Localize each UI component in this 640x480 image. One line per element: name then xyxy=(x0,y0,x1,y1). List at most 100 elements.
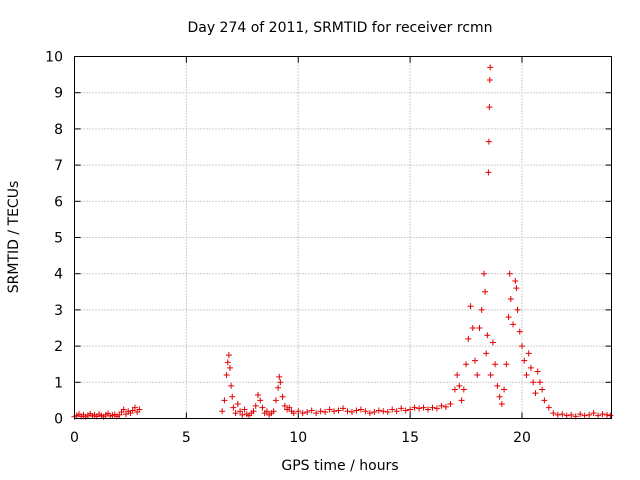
data-point xyxy=(465,335,472,342)
data-point xyxy=(299,410,306,417)
data-point xyxy=(402,407,409,414)
data-point xyxy=(507,296,514,303)
data-point xyxy=(496,393,503,400)
data-point xyxy=(460,386,467,393)
data-point xyxy=(252,402,259,409)
data-point xyxy=(485,169,492,176)
data-point xyxy=(519,343,525,350)
data-point xyxy=(485,138,492,145)
data-point xyxy=(286,404,293,411)
y-tick-label: 3 xyxy=(54,303,63,319)
data-point xyxy=(380,408,387,415)
data-point xyxy=(607,412,614,419)
data-point xyxy=(136,406,143,413)
y-tick-label: 2 xyxy=(54,339,63,355)
data-point xyxy=(230,404,237,411)
data-point xyxy=(599,411,606,418)
data-point xyxy=(506,270,513,277)
data-point xyxy=(357,406,364,413)
data-point xyxy=(326,406,333,413)
data-point xyxy=(581,412,588,419)
data-point xyxy=(595,412,602,419)
data-point xyxy=(241,406,248,413)
data-point xyxy=(331,408,338,415)
data-point xyxy=(550,410,557,417)
data-point xyxy=(442,403,449,410)
data-points xyxy=(71,64,614,420)
y-tick-labels: 0 1 2 3 4 5 6 7 8 9 10 xyxy=(45,50,63,428)
data-point xyxy=(304,408,311,415)
data-point xyxy=(290,410,297,417)
data-point xyxy=(530,379,537,386)
data-point xyxy=(239,411,246,418)
data-point xyxy=(366,410,373,417)
data-point xyxy=(534,368,541,375)
data-point xyxy=(393,408,400,415)
data-point xyxy=(254,391,261,398)
data-point xyxy=(340,405,346,412)
data-point xyxy=(362,408,369,415)
y-tick-label: 9 xyxy=(54,86,63,102)
data-point xyxy=(512,277,519,284)
data-point xyxy=(317,408,324,415)
data-point xyxy=(277,379,284,386)
data-point xyxy=(501,386,508,393)
data-point xyxy=(532,390,539,397)
data-point xyxy=(503,361,510,368)
data-point xyxy=(308,407,315,414)
data-point xyxy=(604,411,611,418)
x-tick-label: 20 xyxy=(513,430,531,446)
data-point xyxy=(237,408,244,415)
data-point xyxy=(279,393,286,400)
y-tick-label: 7 xyxy=(54,158,63,174)
data-point xyxy=(433,405,440,412)
data-point xyxy=(389,406,396,413)
data-point xyxy=(476,325,483,331)
data-point xyxy=(221,397,228,404)
y-tick-label: 6 xyxy=(54,194,63,210)
data-point xyxy=(527,364,534,371)
data-point xyxy=(335,407,342,414)
data-point xyxy=(536,379,543,386)
data-point xyxy=(472,357,479,364)
data-point xyxy=(456,382,463,389)
x-tick-labels: 0 5 10 15 20 xyxy=(70,430,531,446)
data-point xyxy=(348,408,355,415)
data-point xyxy=(484,332,491,339)
data-point xyxy=(489,339,496,346)
x-axis-label: GPS time / hours xyxy=(281,458,398,474)
data-point xyxy=(275,384,282,391)
y-tick-label: 5 xyxy=(54,231,63,247)
data-point xyxy=(232,410,239,417)
data-point xyxy=(313,410,320,417)
data-point xyxy=(523,372,530,379)
data-point xyxy=(554,411,561,418)
data-point xyxy=(371,408,378,415)
data-point xyxy=(577,411,584,418)
data-point xyxy=(219,408,226,415)
data-point xyxy=(586,411,593,418)
data-point xyxy=(259,404,266,411)
data-point xyxy=(223,372,230,379)
plot-frame xyxy=(74,56,612,419)
data-point xyxy=(545,404,552,411)
data-point xyxy=(469,325,476,331)
data-point xyxy=(539,386,546,393)
data-point xyxy=(272,397,279,404)
data-point xyxy=(486,104,493,111)
data-point xyxy=(474,372,481,379)
data-point xyxy=(224,359,231,366)
data-point xyxy=(480,270,487,277)
data-point xyxy=(257,397,264,404)
data-point xyxy=(563,412,570,419)
data-point xyxy=(429,404,436,411)
y-axis-label: SRMTID / TECUs xyxy=(6,181,22,294)
data-point xyxy=(344,408,351,415)
data-point xyxy=(487,64,494,71)
data-point xyxy=(407,406,414,413)
data-point xyxy=(487,372,494,379)
data-point xyxy=(451,386,458,393)
data-point xyxy=(438,402,445,409)
data-point xyxy=(510,321,517,328)
